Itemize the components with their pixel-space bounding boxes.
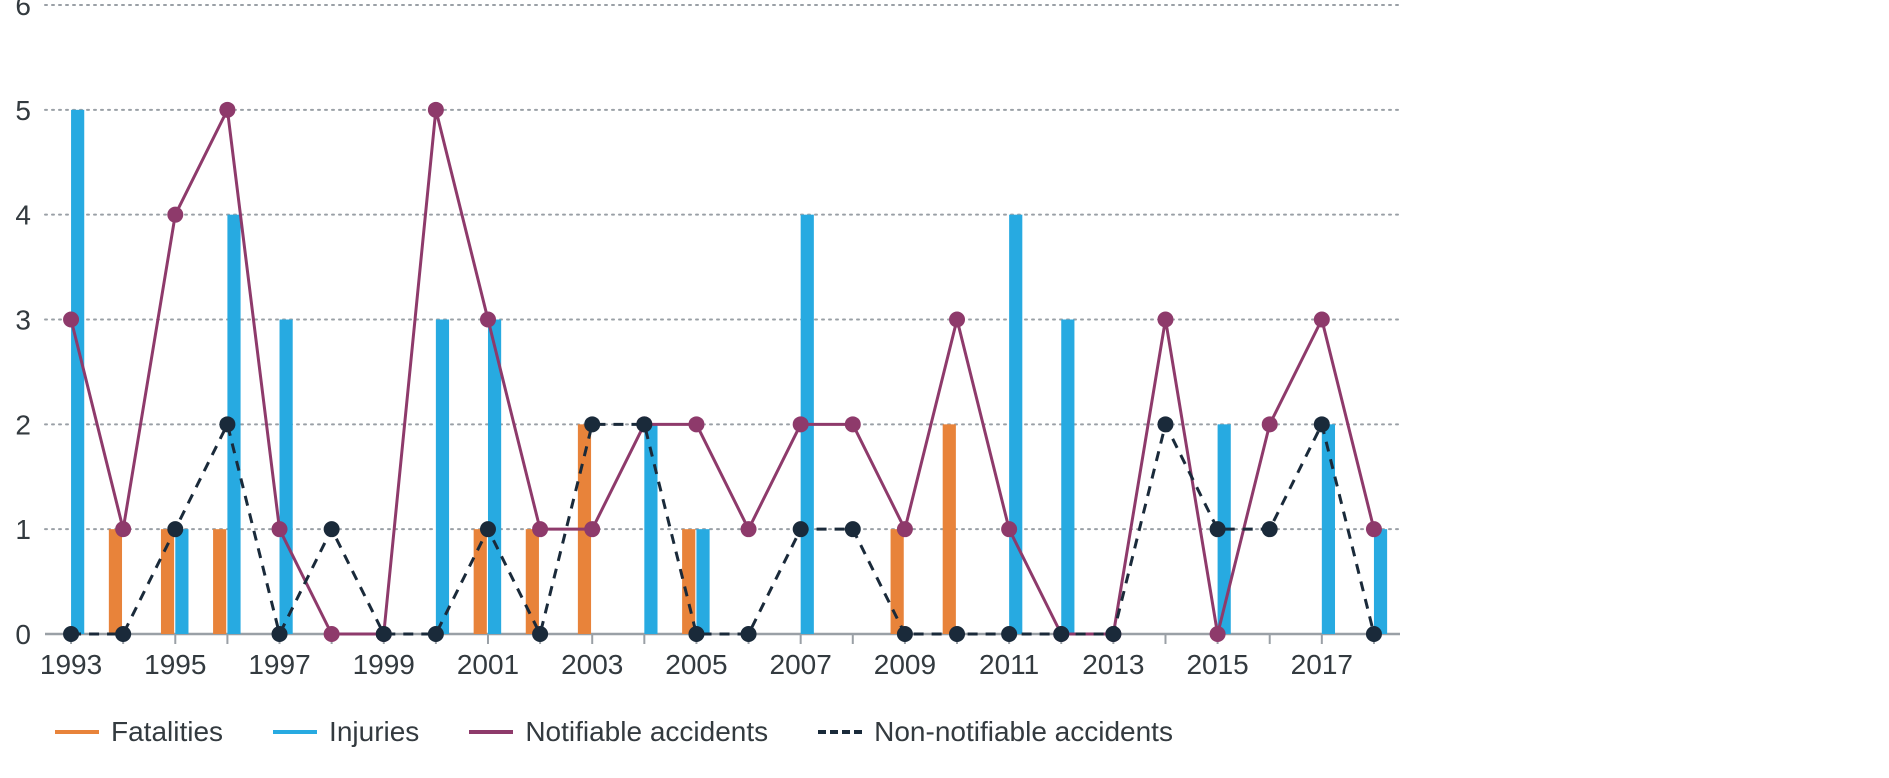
svg-text:4: 4 [15, 200, 31, 231]
chart-svg: 0 1 2 3 4 5 6 1993 1995 1997 1999 2001 2003 2005 2007 2… [0, 0, 1889, 700]
svg-text:2005: 2005 [665, 649, 727, 680]
svg-text:0: 0 [15, 619, 31, 650]
svg-text:6: 6 [15, 0, 31, 21]
svg-text:1993: 1993 [40, 649, 102, 680]
legend: Fatalities Injuries Notifiable accidents… [55, 716, 1173, 748]
svg-text:2007: 2007 [770, 649, 832, 680]
svg-text:2017: 2017 [1291, 649, 1353, 680]
svg-text:5: 5 [15, 95, 31, 126]
legend-item-non-notifiable: Non-notifiable accidents [818, 716, 1173, 748]
svg-text:1999: 1999 [353, 649, 415, 680]
svg-text:2003: 2003 [561, 649, 623, 680]
legend-label-injuries: Injuries [329, 716, 419, 748]
legend-item-fatalities: Fatalities [55, 716, 223, 748]
legend-swatch-notifiable [469, 730, 513, 734]
legend-item-notifiable: Notifiable accidents [469, 716, 768, 748]
legend-swatch-injuries [273, 730, 317, 734]
legend-label-notifiable: Notifiable accidents [525, 716, 768, 748]
svg-text:2013: 2013 [1082, 649, 1144, 680]
legend-swatch-fatalities [55, 730, 99, 734]
legend-item-injuries: Injuries [273, 716, 419, 748]
svg-text:2001: 2001 [457, 649, 519, 680]
legend-swatch-non-notifiable [818, 730, 862, 734]
chart-container: 0 1 2 3 4 5 6 1993 1995 1997 1999 2001 2003 2005 2007 2… [0, 0, 1889, 778]
svg-text:1995: 1995 [144, 649, 206, 680]
svg-text:1: 1 [15, 514, 31, 545]
svg-text:2: 2 [15, 409, 31, 440]
svg-text:2015: 2015 [1186, 649, 1248, 680]
svg-text:2009: 2009 [874, 649, 936, 680]
legend-label-fatalities: Fatalities [111, 716, 223, 748]
svg-text:3: 3 [15, 305, 31, 336]
svg-text:1997: 1997 [248, 649, 310, 680]
legend-label-non-notifiable: Non-notifiable accidents [874, 716, 1173, 748]
svg-text:2011: 2011 [979, 649, 1039, 680]
